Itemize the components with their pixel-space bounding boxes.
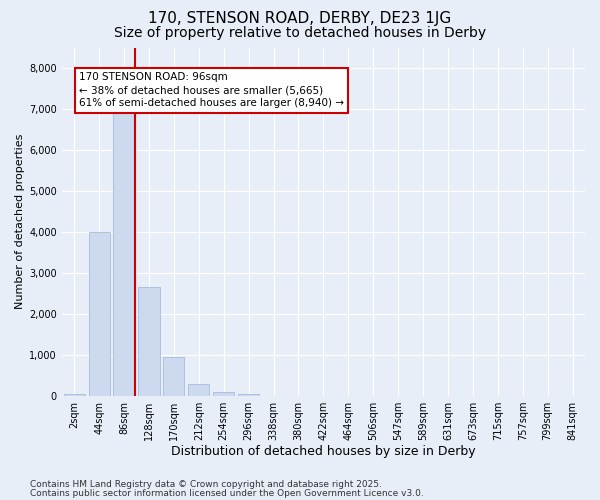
- Bar: [188, 384, 209, 396]
- Bar: [64, 394, 85, 396]
- Bar: [163, 357, 184, 396]
- Bar: [238, 394, 259, 396]
- Y-axis label: Number of detached properties: Number of detached properties: [15, 134, 25, 310]
- Bar: [113, 92, 134, 396]
- Text: Contains public sector information licensed under the Open Government Licence v3: Contains public sector information licen…: [30, 488, 424, 498]
- Text: 170, STENSON ROAD, DERBY, DE23 1JG: 170, STENSON ROAD, DERBY, DE23 1JG: [148, 12, 452, 26]
- Text: Contains HM Land Registry data © Crown copyright and database right 2025.: Contains HM Land Registry data © Crown c…: [30, 480, 382, 489]
- Bar: [139, 288, 160, 396]
- Bar: [213, 392, 235, 396]
- X-axis label: Distribution of detached houses by size in Derby: Distribution of detached houses by size …: [171, 444, 476, 458]
- Bar: [89, 232, 110, 396]
- Text: 170 STENSON ROAD: 96sqm
← 38% of detached houses are smaller (5,665)
61% of semi: 170 STENSON ROAD: 96sqm ← 38% of detache…: [79, 72, 344, 108]
- Text: Size of property relative to detached houses in Derby: Size of property relative to detached ho…: [114, 26, 486, 40]
